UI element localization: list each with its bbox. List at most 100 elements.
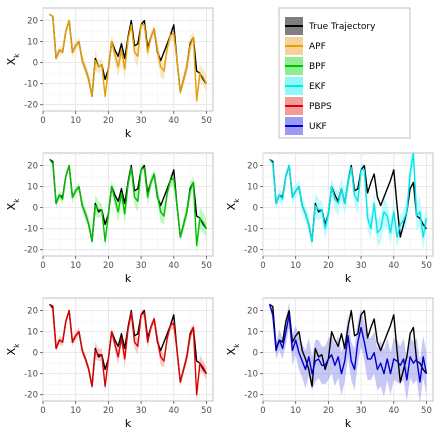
y-tick-label: -10 bbox=[24, 370, 38, 380]
estimate-line-ukf bbox=[268, 304, 428, 383]
legend-entry: PBPS bbox=[285, 97, 332, 115]
y-tick-label: 10 bbox=[27, 328, 38, 338]
plot-series bbox=[268, 302, 428, 401]
x-tick-label: 10 bbox=[70, 261, 81, 271]
y-tick-label: 0 bbox=[253, 349, 258, 359]
x-tick-label: 10 bbox=[290, 406, 301, 416]
x-tick-label: 0 bbox=[40, 116, 45, 126]
y-tick-label: 20 bbox=[27, 307, 38, 317]
x-axis-label: k bbox=[125, 417, 132, 430]
x-axis-label: k bbox=[125, 127, 132, 140]
y-tick-label: 20 bbox=[27, 162, 38, 172]
y-tick-label: -20 bbox=[24, 246, 38, 256]
x-axis-label: k bbox=[345, 272, 352, 285]
x-tick-label: 10 bbox=[290, 261, 301, 271]
x-tick-label: 50 bbox=[201, 116, 212, 126]
y-tick-label: -10 bbox=[24, 225, 38, 235]
x-tick-label: 50 bbox=[421, 406, 432, 416]
y-tick-label: 0 bbox=[33, 59, 38, 69]
y-tick-label: 0 bbox=[253, 204, 258, 214]
x-tick-label: 20 bbox=[103, 116, 114, 126]
plot-series bbox=[48, 158, 208, 254]
x-tick-label: 10 bbox=[70, 406, 81, 416]
estimate-line-bpf bbox=[48, 158, 208, 247]
plot-series bbox=[268, 153, 428, 250]
y-axis-label-subscript: k bbox=[233, 343, 241, 348]
y-tick-label: -20 bbox=[244, 391, 258, 401]
legend-label-pbps: PBPS bbox=[309, 102, 332, 112]
legend-entry: UKF bbox=[285, 117, 327, 135]
x-tick-label: 30 bbox=[356, 261, 367, 271]
x-tick-label: 0 bbox=[260, 261, 265, 271]
legend-label-ekf: EKF bbox=[309, 82, 326, 92]
true-trajectory-line bbox=[269, 303, 428, 387]
x-axis-label: k bbox=[125, 272, 132, 285]
band-bpf bbox=[49, 159, 207, 254]
legend-label-apf: APF bbox=[309, 42, 326, 52]
y-axis-label-subscript: k bbox=[233, 198, 241, 203]
plot-area bbox=[42, 7, 214, 112]
x-tick-label: 30 bbox=[136, 406, 147, 416]
x-tick-label: 0 bbox=[260, 406, 265, 416]
legend-entry: BPF bbox=[285, 57, 326, 75]
x-tick-label: 20 bbox=[103, 261, 114, 271]
x-tick-label: 20 bbox=[103, 406, 114, 416]
plot-area bbox=[42, 297, 214, 402]
plot-series bbox=[49, 13, 208, 109]
estimate-line-pbps bbox=[48, 303, 208, 396]
plot-area bbox=[42, 152, 214, 257]
y-tick-label: 0 bbox=[33, 349, 38, 359]
x-tick-label: 40 bbox=[168, 406, 179, 416]
estimate-line-ekf bbox=[268, 153, 428, 242]
y-tick-label: 10 bbox=[27, 38, 38, 48]
legend-label-true-trajectory: True Trajectory bbox=[308, 22, 376, 32]
y-tick-label: 20 bbox=[247, 307, 258, 317]
y-axis-label-subscript: k bbox=[13, 53, 21, 58]
band-apf bbox=[49, 14, 207, 109]
legend-label-ukf: UKF bbox=[309, 122, 327, 132]
x-tick-label: 50 bbox=[201, 406, 212, 416]
legend-entry: EKF bbox=[285, 77, 326, 95]
legend-entry: APF bbox=[285, 37, 326, 55]
x-axis-label: k bbox=[345, 417, 352, 430]
plot-area bbox=[262, 152, 434, 257]
plot-series bbox=[48, 303, 208, 401]
y-tick-label: 10 bbox=[27, 183, 38, 193]
y-tick-label: 10 bbox=[247, 183, 258, 193]
y-tick-label: -10 bbox=[244, 370, 258, 380]
y-axis-label-subscript: k bbox=[13, 343, 21, 348]
x-tick-label: 0 bbox=[40, 406, 45, 416]
x-tick-label: 40 bbox=[388, 406, 399, 416]
x-tick-label: 30 bbox=[356, 406, 367, 416]
y-tick-label: -10 bbox=[244, 225, 258, 235]
x-tick-label: 40 bbox=[388, 261, 399, 271]
band-pbps bbox=[49, 304, 207, 401]
y-axis-label-subscript: k bbox=[13, 198, 21, 203]
y-tick-label: -10 bbox=[24, 80, 38, 90]
x-tick-label: 30 bbox=[136, 116, 147, 126]
x-tick-label: 40 bbox=[168, 261, 179, 271]
legend-entry: True Trajectory bbox=[285, 17, 376, 35]
band-ukf bbox=[269, 302, 427, 401]
x-tick-label: 0 bbox=[40, 261, 45, 271]
x-tick-label: 30 bbox=[136, 261, 147, 271]
x-tick-label: 50 bbox=[201, 261, 212, 271]
y-tick-label: 20 bbox=[27, 17, 38, 27]
estimate-line-apf bbox=[49, 13, 208, 102]
y-tick-label: 0 bbox=[33, 204, 38, 214]
y-tick-label: 10 bbox=[247, 328, 258, 338]
x-tick-label: 40 bbox=[168, 116, 179, 126]
x-tick-label: 20 bbox=[323, 261, 334, 271]
x-tick-label: 50 bbox=[421, 261, 432, 271]
y-tick-label: -20 bbox=[244, 246, 258, 256]
y-tick-label: 20 bbox=[247, 162, 258, 172]
y-tick-label: -20 bbox=[24, 101, 38, 111]
y-tick-label: -20 bbox=[24, 391, 38, 401]
legend: True Trajectory APF BPF EKF PBPS UKF bbox=[278, 7, 411, 139]
